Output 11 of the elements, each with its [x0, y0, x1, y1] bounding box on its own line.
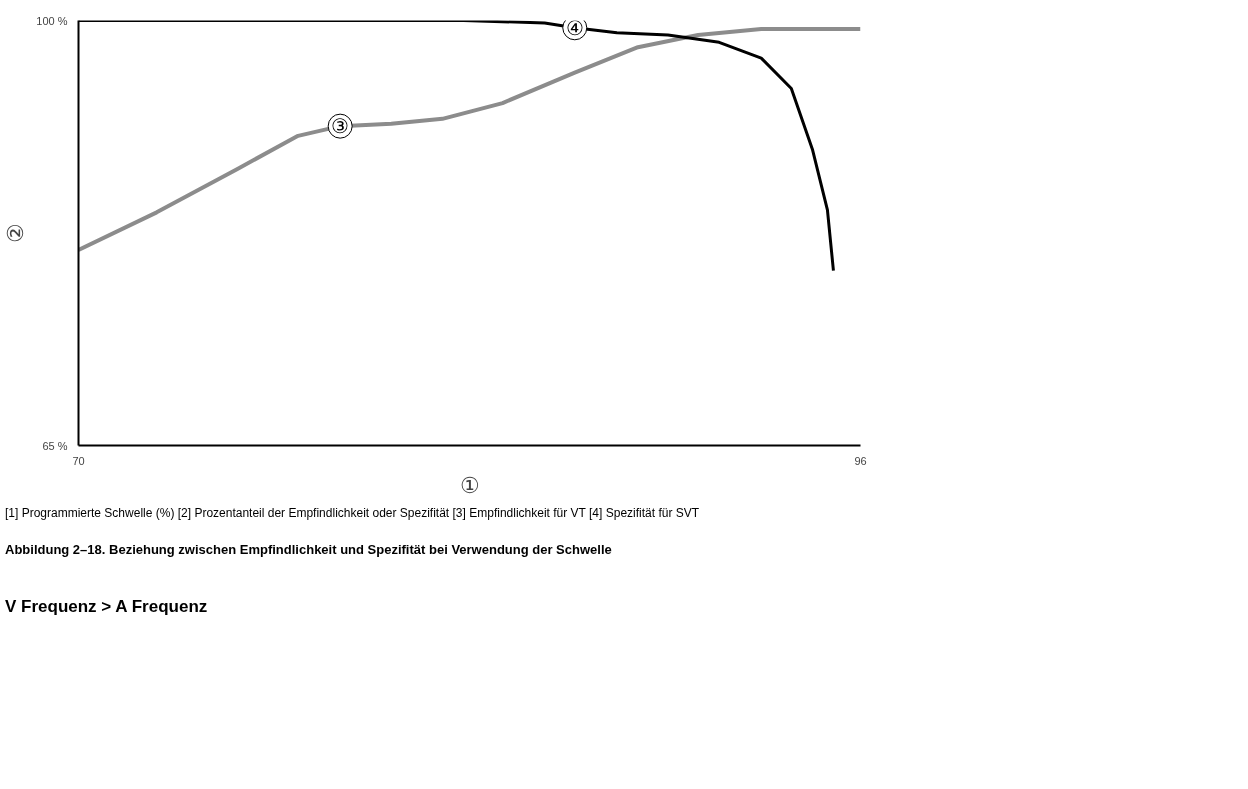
x-tick-label: 70 [72, 454, 85, 467]
text: V Frequenz > A Frequenz [5, 595, 208, 618]
series-label: ④ [565, 16, 584, 39]
y-tick-label: 100 % [36, 14, 68, 27]
text: [1] Programmierte Schwelle (%) [2] Prozentanteil der Empfindlichkeit oder Spezifität [3] Empfindlichkeit für VT [4] Spezifität für SVT [5, 505, 700, 522]
text: Abbildung 2–18. Beziehung zwischen Empfindlichkeit und Spezifität bei Verwendung der Schwelle [5, 541, 612, 560]
series-label: ③ [331, 115, 350, 138]
x-axis-title: ① [459, 472, 480, 498]
y-axis-title: ② [3, 223, 29, 243]
y-tick-label: 65 % [42, 439, 68, 452]
x-tick-label: 96 [854, 454, 867, 467]
